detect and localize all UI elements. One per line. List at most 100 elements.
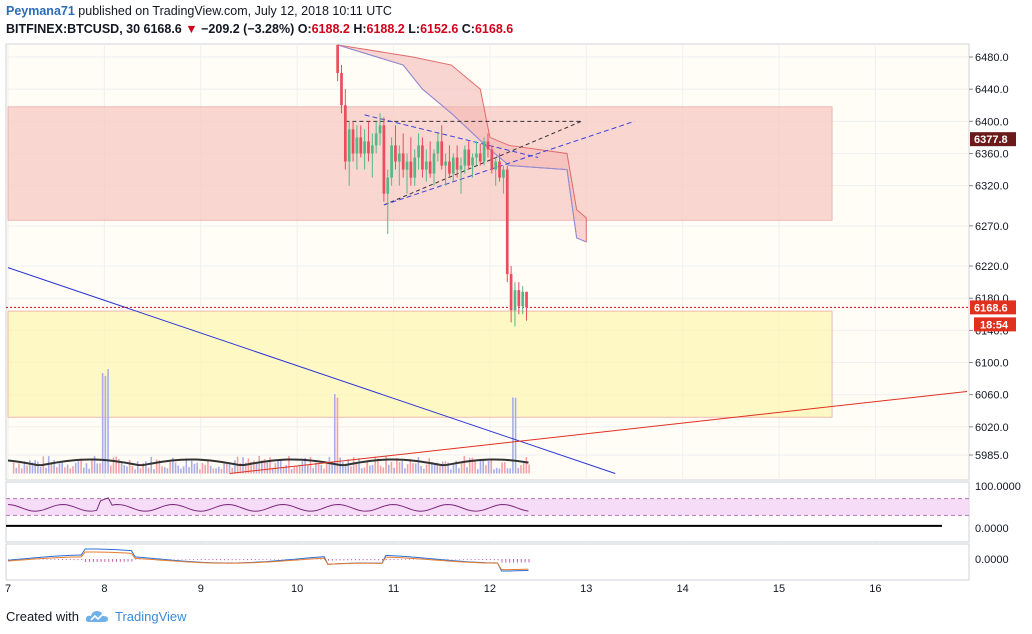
volume-bar [131,465,134,474]
volume-bar [123,464,126,474]
open-label: O: [297,22,312,36]
candle-body [401,153,405,170]
time-tick: 13 [580,583,592,595]
rsi-line [7,497,529,512]
volume-bar [398,462,401,474]
macd-histogram-bar [69,559,71,561]
candle-body [355,137,359,154]
volume-bar [288,456,290,474]
level-price-tag: 6377.8 [974,134,1008,146]
volume-bar [312,468,314,474]
volume-bar [39,467,42,474]
volume-bar [128,459,131,474]
macd-histogram-bar [204,559,206,561]
macd-histogram-bar [119,559,121,562]
volume-bar [161,466,163,474]
volume-bar [285,465,287,474]
candle-body [459,165,463,170]
time-tick: 15 [773,583,785,595]
volume-bar [196,462,198,474]
macd-histogram-bar [50,559,52,560]
macd-histogram-bar [474,559,476,560]
volume-bar [514,397,517,474]
macd-histogram-bar [408,559,410,560]
candle-body [417,145,420,158]
volume-bar [320,464,323,474]
macd-histogram-bar [486,559,488,561]
red-trendline [229,390,968,474]
volume-bar [315,462,317,474]
volume-bar [185,458,188,474]
volume-bar [433,463,436,474]
candle-body [463,149,467,166]
volume-bar [490,459,493,474]
volume-bar [174,462,177,474]
candle-body [494,161,498,170]
volume-bar [466,467,468,474]
macd-histogram-bar [516,559,518,563]
volume-bar [377,458,379,474]
volume-bar [172,457,174,474]
support-zone [7,310,833,418]
macd-histogram-bar [358,559,360,561]
macd-histogram-bar [61,559,63,560]
rsi-tick-0: 0.0000 [975,523,1009,535]
macd-histogram-bar [405,559,407,560]
candle-body [409,161,413,178]
macd-histogram-bar [462,559,464,560]
volume-bar [493,469,495,474]
tradingview-link[interactable]: TradingView [114,608,187,624]
candle-body [467,149,471,166]
volume-bar [226,461,228,474]
triangle-base-line [383,120,582,206]
volume-bar [298,465,301,474]
macd-histogram-bar [489,559,491,561]
time-tick: 9 [198,583,204,595]
volume-bar [401,460,404,474]
volume-bar [387,464,390,474]
macd-histogram-bar [46,559,48,560]
volume-bar [487,461,490,474]
volume-bar [512,397,514,474]
macd-histogram-bar [235,559,237,561]
volume-bar [404,468,406,474]
macd-histogram-bar [320,559,322,560]
author-link[interactable]: Peymana71 [6,4,75,18]
macd-histogram-bar [520,559,522,563]
volume-bar [331,463,333,474]
macd-histogram-bar [239,559,241,561]
volume-bar [371,464,374,474]
volume-bar [101,373,104,474]
volume-bar [366,461,368,474]
macd-histogram-bar [88,559,90,562]
candle-body [475,153,478,158]
macd-histogram-bar [509,559,511,563]
candle-body [351,129,355,154]
volume-bar [379,465,382,474]
macd-histogram-bar [459,559,461,560]
macd-histogram-bar [339,559,341,561]
price-axis[interactable]: 6480.0 6440.0 6400.0 6360.0 6320.0 6270.0 6220… [969,52,1016,462]
low-label: L: [408,22,421,36]
volume-bar [31,462,34,474]
time-tick: 14 [677,583,689,595]
time-axis[interactable]: 7 8 9 10 11 12 13 14 15 16 [5,583,882,595]
volume-bar [207,459,209,474]
candle-body [513,290,517,311]
macd-histogram-bar [513,559,515,563]
resistance-zone [7,106,833,221]
volume-bar [215,468,217,474]
volume-bar [385,456,387,474]
volume-bar [72,466,74,474]
candle-body [517,290,521,307]
volume-bar [120,461,123,474]
price-chart[interactable]: 6480.0 6440.0 6400.0 6360.0 6320.0 6270.0 6220… [0,0,1032,600]
volume-bar [301,461,304,474]
high-label: H: [353,22,367,36]
price-tick: 6270.0 [975,221,1009,233]
candle-body [367,141,370,154]
macd-histogram-bar [331,559,333,561]
volume-bar [476,469,479,474]
macd-histogram-bar [81,559,83,561]
macd-histogram-bar [208,559,210,561]
